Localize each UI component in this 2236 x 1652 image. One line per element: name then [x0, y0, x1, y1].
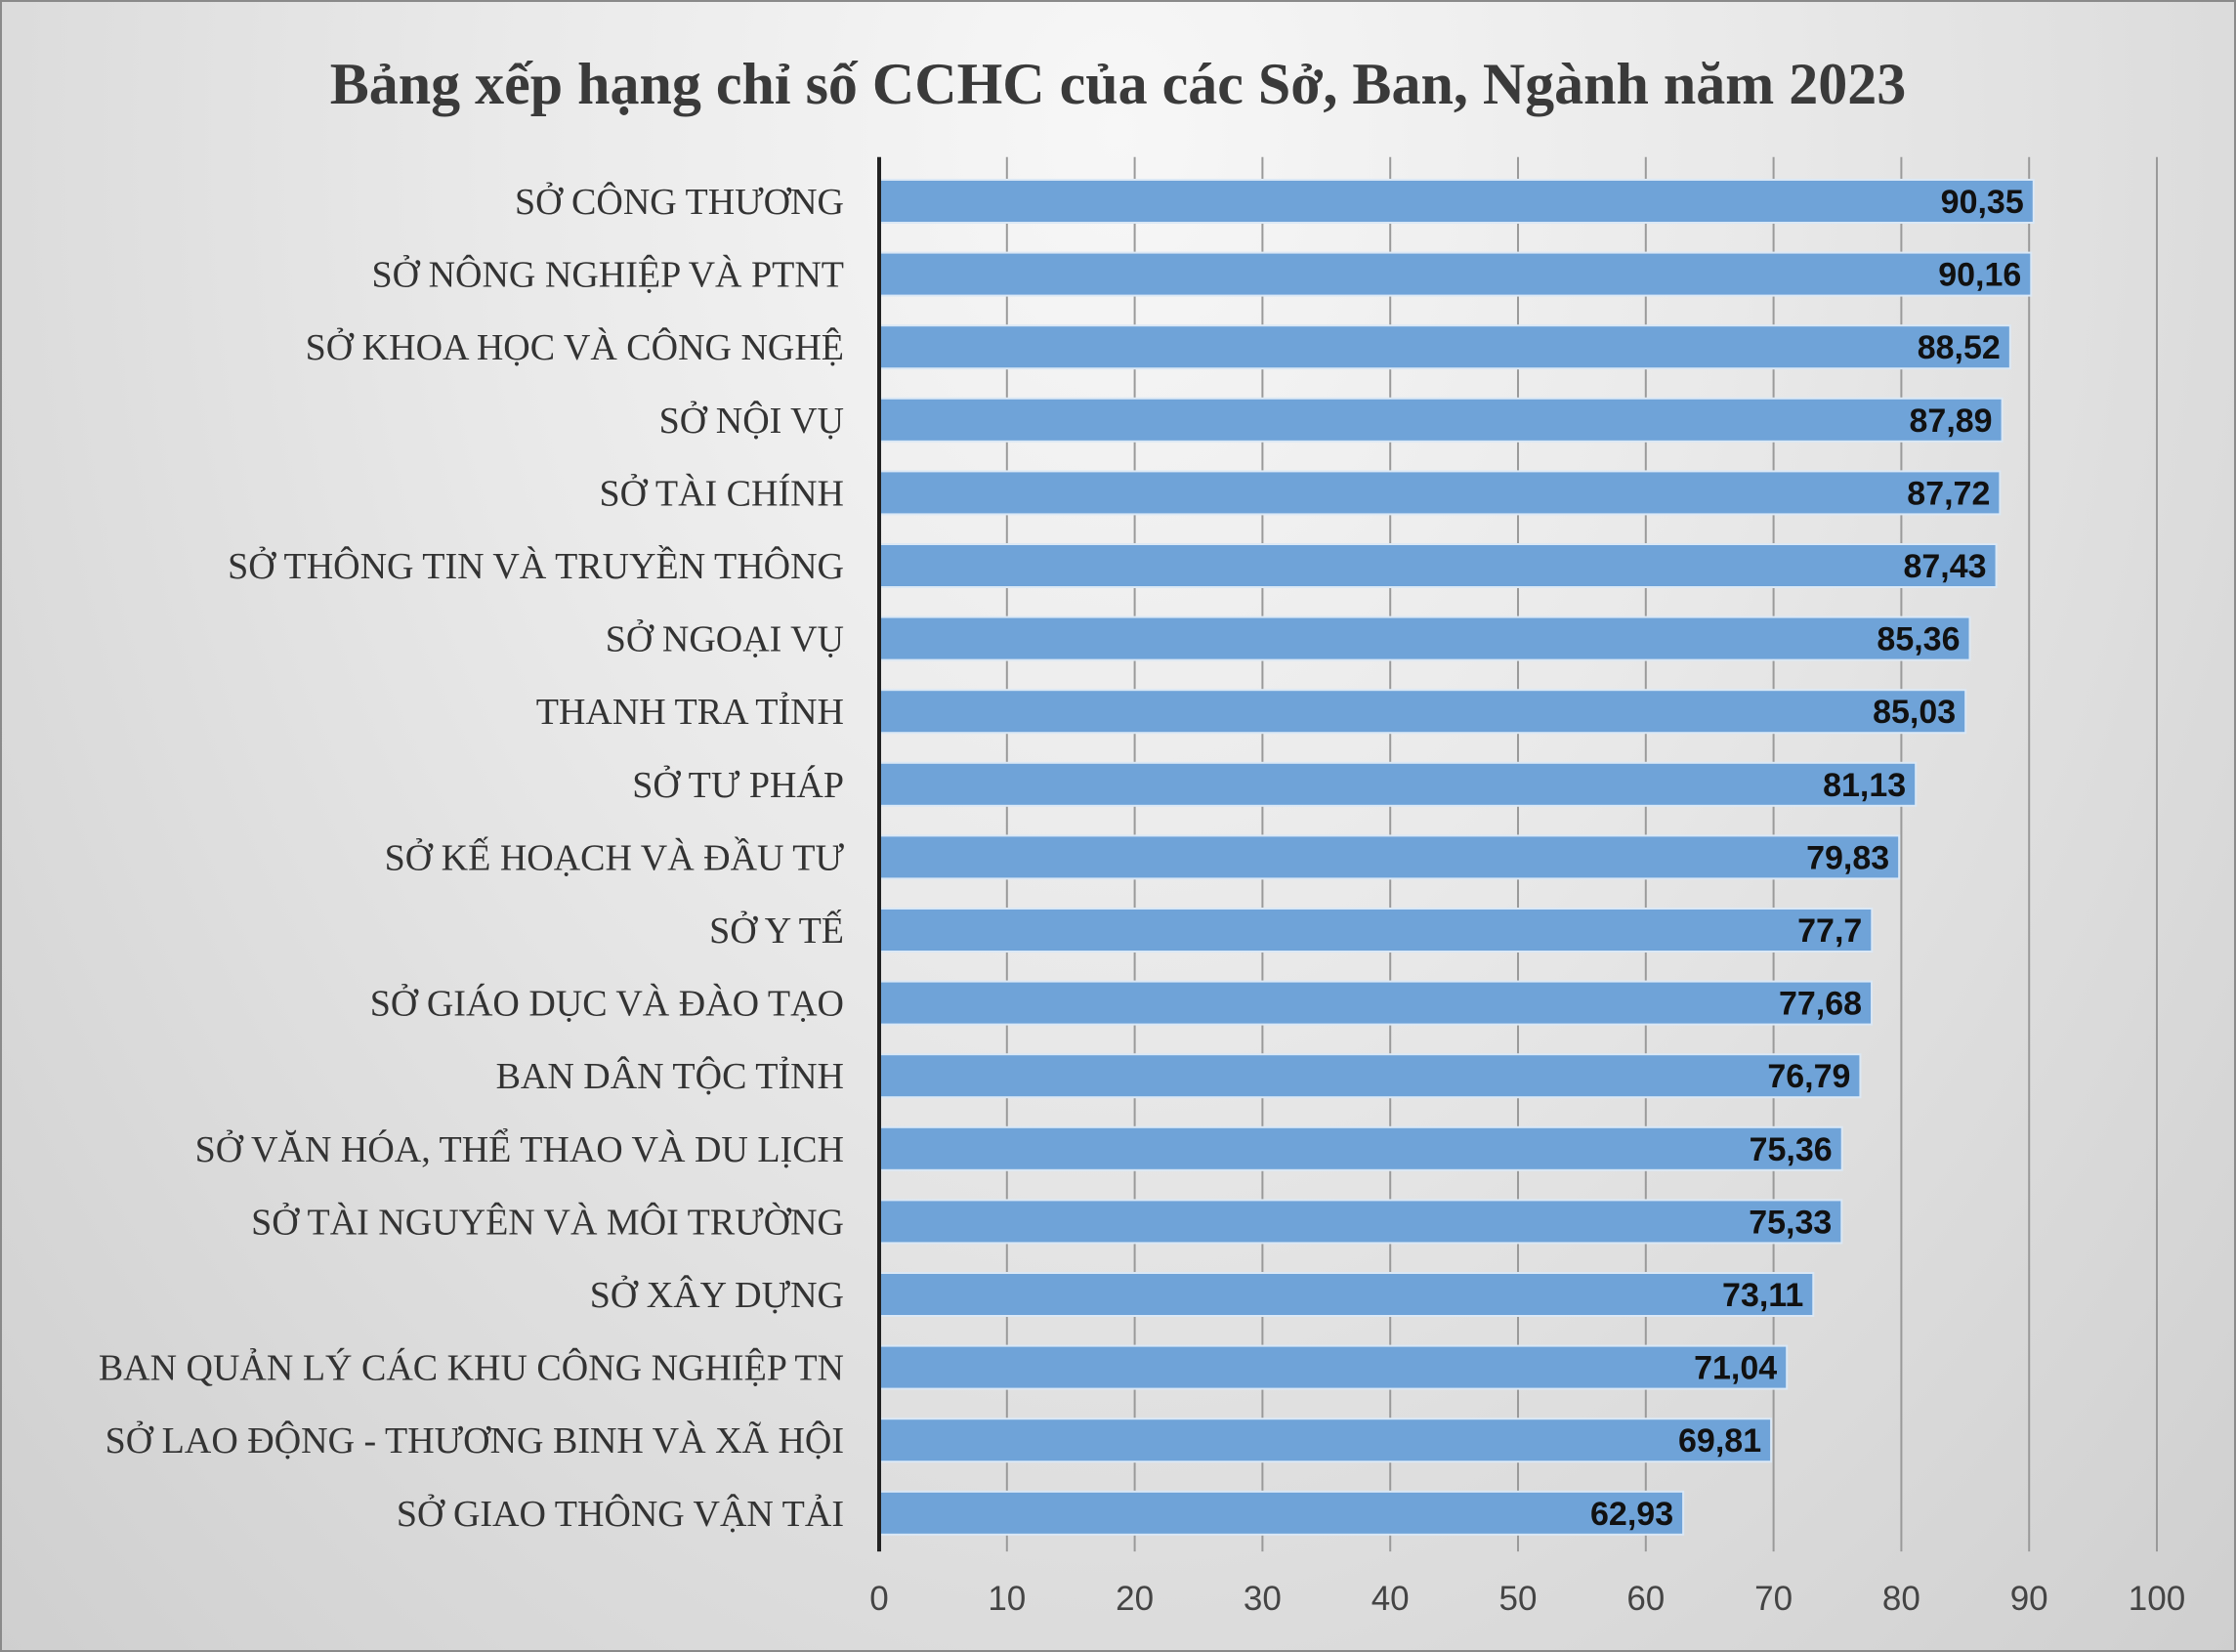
category-label: SỞ KHOA HỌC VÀ CÔNG NGHỆ — [306, 326, 844, 368]
data-label: 73,11 — [1722, 1277, 1803, 1314]
bars — [878, 179, 2035, 1536]
x-tick-label: 100 — [2129, 1580, 2185, 1618]
category-label: SỞ KẾ HOẠCH VÀ ĐẦU TƯ — [385, 836, 845, 878]
category-label: SỞ GIÁO DỤC VÀ ĐÀO TẠO — [370, 983, 844, 1025]
data-label: 77,68 — [1779, 986, 1862, 1023]
data-label: 85,03 — [1873, 694, 1956, 731]
data-label: 69,81 — [1678, 1422, 1761, 1460]
bar — [878, 179, 2035, 224]
data-label: 76,79 — [1767, 1058, 1850, 1095]
bar — [878, 980, 1874, 1026]
x-tick-label: 30 — [1244, 1580, 1282, 1618]
category-label: SỞ XÂY DỰNG — [590, 1274, 844, 1316]
bar — [878, 1053, 1862, 1099]
category-label: SỞ TÀI CHÍNH — [599, 472, 844, 514]
bar — [878, 834, 1901, 880]
data-label: 81,13 — [1823, 767, 1906, 804]
data-label: 90,16 — [1938, 257, 2021, 294]
bar — [878, 1344, 1789, 1390]
bar — [878, 1125, 1843, 1171]
x-tick-label: 10 — [988, 1580, 1026, 1618]
data-label: 79,83 — [1806, 839, 1889, 876]
category-label: THANH TRA TỈNH — [536, 691, 844, 733]
data-label: 77,7 — [1797, 912, 1862, 950]
bar — [878, 1418, 1773, 1463]
category-label: BAN QUẢN LÝ CÁC KHU CÔNG NGHIỆP TN — [99, 1347, 844, 1389]
bar — [878, 324, 2011, 370]
chart-title: Bảng xếp hạng chỉ số CCHC của các Sở, Ba… — [329, 52, 1907, 116]
category-label: SỞ TƯ PHÁP — [632, 764, 844, 806]
bar — [878, 615, 1971, 661]
bar — [878, 1199, 1843, 1245]
x-tick-label: 20 — [1116, 1580, 1154, 1618]
bar — [878, 1490, 1685, 1536]
bar — [878, 397, 2004, 443]
value-labels: 90,35 90,16 88,52 87,89 87,72 87,43 85,36 85,03… — [1590, 184, 2024, 1533]
category-label: SỞ LAO ĐỘNG - THƯƠNG BINH VÀ XÃ HỘI — [105, 1419, 844, 1461]
data-label: 88,52 — [1918, 329, 2001, 366]
bar — [878, 761, 1918, 807]
category-label: SỞ NỘI VỤ — [659, 400, 844, 442]
x-tick-label: 70 — [1754, 1580, 1793, 1618]
bar — [878, 543, 1998, 588]
bar — [878, 251, 2033, 297]
bar — [878, 470, 2002, 516]
data-label: 85,36 — [1877, 621, 1960, 658]
x-tick-label: 50 — [1499, 1580, 1538, 1618]
category-label: SỞ CÔNG THƯƠNG — [515, 181, 844, 223]
bar — [878, 908, 1874, 953]
data-label: 75,33 — [1749, 1204, 1832, 1241]
category-label: SỞ VĂN HÓA, THỂ THAO VÀ DU LỊCH — [195, 1128, 844, 1170]
x-tick-label: 80 — [1882, 1580, 1920, 1618]
category-label: SỞ GIAO THÔNG VẬN TẢI — [397, 1493, 844, 1535]
data-label: 71,04 — [1694, 1350, 1777, 1387]
bar — [878, 689, 1967, 735]
category-label: SỞ NGOẠI VỤ — [606, 618, 844, 660]
category-labels: SỞ CÔNG THƯƠNG SỞ NÔNG NGHIỆP VÀ PTNT SỞ K… — [99, 181, 845, 1535]
bar — [878, 1272, 1815, 1317]
data-label: 75,36 — [1750, 1131, 1833, 1168]
category-label: SỞ THÔNG TIN VÀ TRUYỀN THÔNG — [228, 545, 844, 587]
x-tick-label: 0 — [869, 1580, 888, 1618]
data-label: 62,93 — [1590, 1496, 1673, 1533]
x-axis-ticks: 0 10 20 30 40 50 60 70 80 90 100 — [869, 1580, 2185, 1618]
data-label: 90,35 — [1941, 184, 2024, 221]
x-tick-label: 90 — [2010, 1580, 2048, 1618]
category-label: SỞ TÀI NGUYÊN VÀ MÔI TRƯỜNG — [251, 1201, 844, 1243]
x-tick-label: 40 — [1371, 1580, 1410, 1618]
category-label: BAN DÂN TỘC TỈNH — [496, 1055, 844, 1097]
data-label: 87,72 — [1907, 475, 1990, 512]
category-label: SỞ Y TẾ — [709, 910, 844, 952]
category-label: SỞ NÔNG NGHIỆP VÀ PTNT — [372, 254, 844, 296]
data-label: 87,89 — [1910, 402, 1993, 440]
data-label: 87,43 — [1903, 548, 1986, 585]
x-tick-label: 60 — [1626, 1580, 1665, 1618]
